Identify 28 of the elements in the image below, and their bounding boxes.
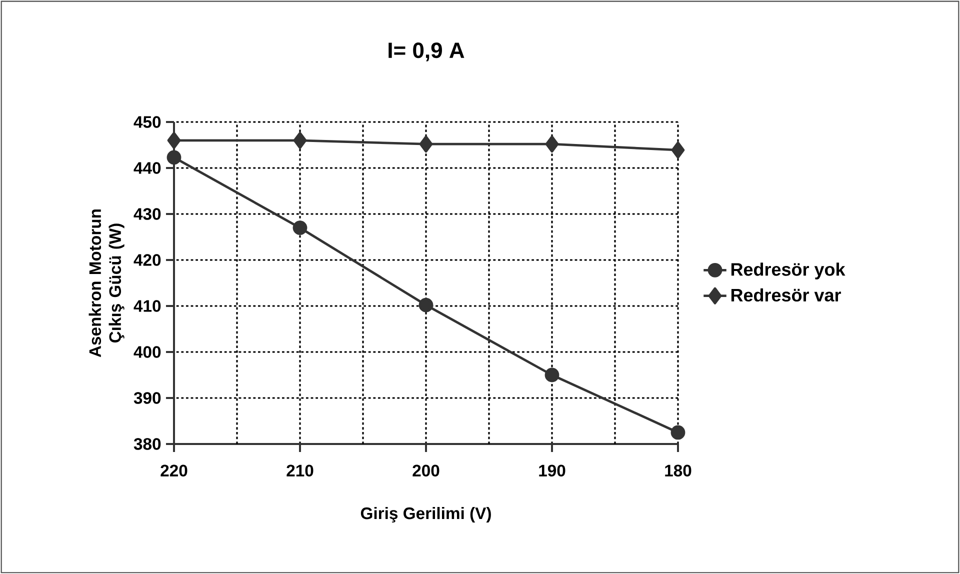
legend-label: Redresör var [731,288,841,302]
x-tick-label: 180 [665,464,692,476]
y-tick-label: 440 [134,162,161,174]
y-tick-label: 430 [134,208,161,220]
point [292,220,308,235]
legend-label: Redresör yok [731,262,846,280]
y-tick-label: 380 [134,438,161,450]
point [293,132,307,149]
point [545,136,559,153]
y-tick-label: 420 [134,254,161,266]
chart-title: I= 0,9 A [388,42,464,62]
x-tick-label: 210 [286,464,314,476]
point [166,150,182,165]
point [419,136,433,153]
y-axis-title: Asenkron Motorun Çıkış Gücü (W) [88,210,124,358]
point [418,298,434,312]
y-tick-label: 390 [134,392,161,404]
y-tick-label: 410 [134,300,161,312]
x-tick-label: 200 [412,464,440,476]
x-tick-label: 190 [539,464,566,476]
point [671,142,685,159]
point [670,425,686,440]
point [167,132,181,149]
y-tick-label: 400 [134,346,161,358]
x-tick-label: 220 [160,464,188,476]
x-axis-title: Giriş Gerilimi (V) [360,506,491,523]
point [544,368,560,382]
y-tick-label: 450 [134,116,161,128]
